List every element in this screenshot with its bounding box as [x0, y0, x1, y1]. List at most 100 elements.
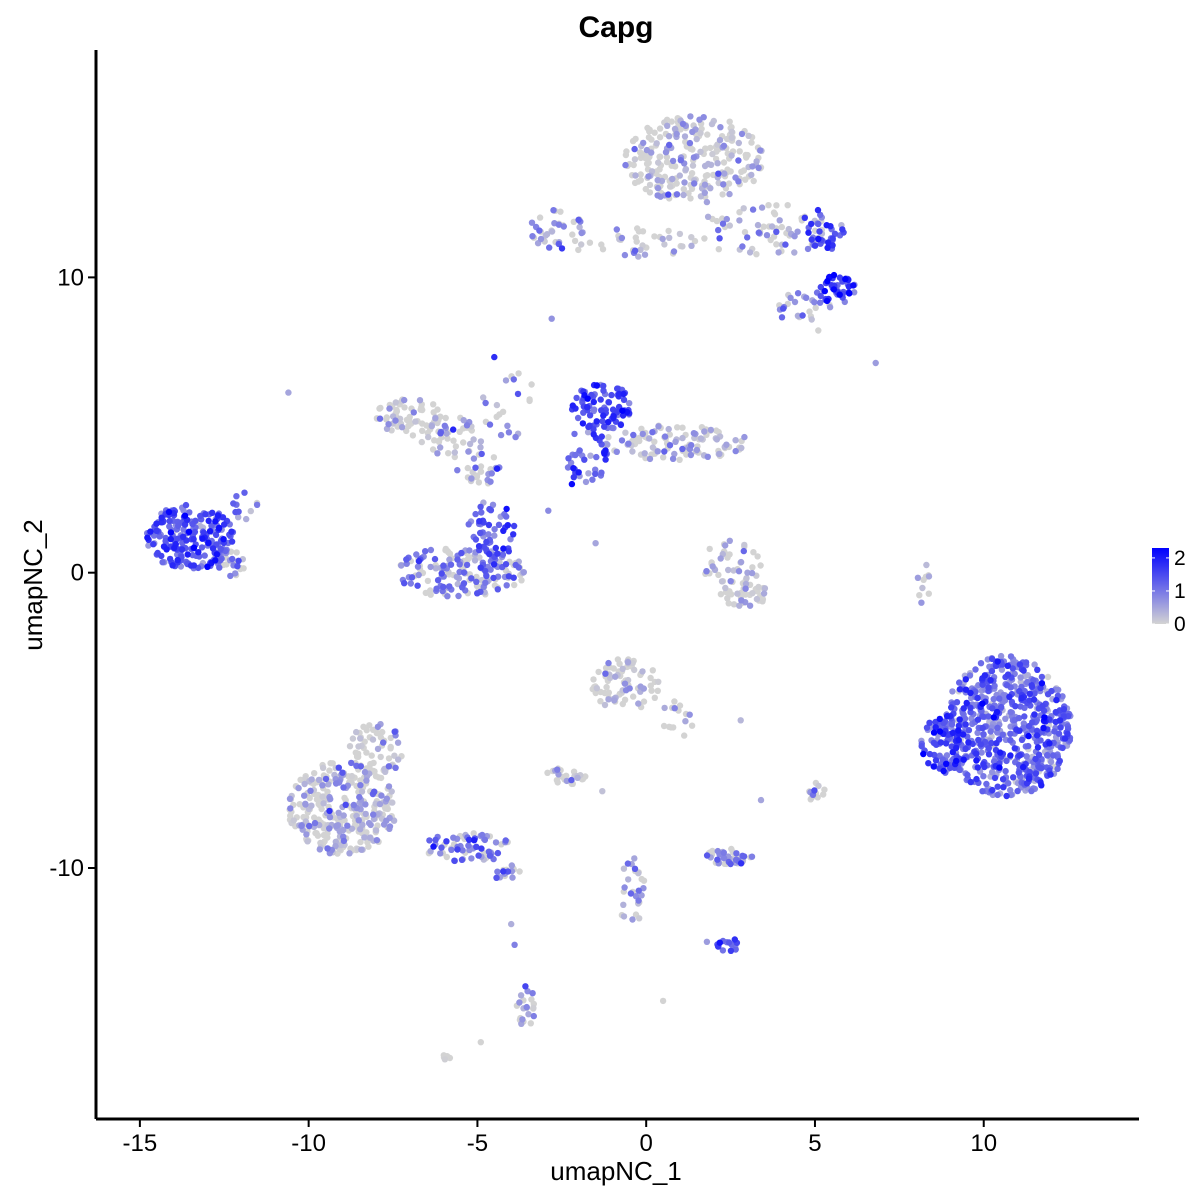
data-point — [326, 814, 334, 821]
data-point — [845, 289, 853, 297]
data-point — [478, 509, 485, 516]
data-point — [480, 394, 487, 401]
data-point — [451, 449, 458, 456]
data-point — [914, 574, 922, 581]
data-point — [403, 416, 411, 424]
data-point — [830, 271, 838, 279]
data-point — [308, 802, 315, 809]
data-point — [748, 569, 756, 577]
data-point — [791, 249, 798, 256]
data-point — [324, 845, 331, 852]
data-point — [720, 159, 728, 166]
data-point — [478, 845, 485, 852]
data-point — [190, 544, 198, 551]
data-point — [679, 120, 687, 128]
data-point — [357, 763, 364, 770]
data-point — [962, 721, 969, 728]
data-point — [773, 241, 780, 248]
data-point — [735, 157, 742, 164]
data-point — [663, 158, 671, 166]
data-point — [253, 501, 261, 508]
data-point — [753, 595, 761, 603]
data-point — [655, 423, 662, 430]
data-point — [1007, 786, 1014, 794]
data-point — [398, 562, 405, 569]
data-point — [1005, 780, 1012, 787]
data-point — [392, 764, 399, 771]
data-point — [401, 404, 408, 411]
data-point — [349, 735, 357, 742]
data-point — [367, 760, 374, 768]
x-axis-title: umapNC_1 — [550, 1156, 682, 1186]
data-point — [635, 253, 642, 260]
data-point — [815, 327, 822, 334]
data-point — [247, 507, 254, 515]
data-point — [510, 574, 517, 581]
data-point — [480, 543, 487, 550]
data-point — [638, 892, 645, 899]
data-point — [930, 763, 937, 770]
data-point — [475, 479, 483, 486]
data-point — [743, 575, 750, 582]
data-point — [660, 454, 667, 461]
data-point — [749, 163, 756, 170]
data-point — [815, 235, 822, 243]
data-point — [466, 440, 474, 448]
data-point — [202, 511, 209, 518]
data-point — [401, 396, 408, 404]
data-point — [989, 769, 996, 776]
data-point — [422, 548, 429, 555]
data-point — [526, 396, 533, 403]
data-point — [465, 448, 472, 455]
data-point — [964, 771, 971, 779]
data-point — [536, 214, 544, 221]
data-point — [326, 767, 333, 774]
data-point — [824, 244, 831, 251]
data-point — [435, 438, 443, 445]
data-point — [963, 699, 970, 707]
data-point — [443, 838, 450, 845]
data-point — [575, 216, 582, 223]
data-point — [503, 582, 510, 589]
data-point — [620, 913, 628, 920]
data-point — [570, 465, 577, 472]
data-point — [219, 514, 227, 521]
data-point — [824, 278, 831, 285]
y-axis-title: umapNC_2 — [18, 519, 48, 651]
data-point — [212, 518, 219, 525]
data-point — [503, 505, 510, 513]
data-point — [159, 559, 166, 566]
data-point — [990, 714, 997, 721]
data-point — [582, 478, 590, 486]
data-point — [460, 439, 467, 446]
data-point — [301, 780, 308, 788]
data-point — [706, 545, 713, 553]
data-point — [610, 413, 617, 420]
data-point — [638, 875, 645, 883]
legend-tick-label: 2 — [1174, 547, 1186, 570]
data-point — [693, 446, 701, 454]
data-point — [727, 168, 734, 175]
data-point — [510, 376, 517, 383]
data-point — [369, 726, 377, 733]
data-point — [690, 430, 698, 437]
data-point — [739, 243, 746, 250]
data-point — [1037, 737, 1044, 744]
data-point — [413, 551, 420, 558]
data-point — [814, 206, 822, 214]
data-point — [631, 179, 639, 187]
data-point — [366, 834, 374, 841]
data-point — [162, 537, 169, 545]
data-point — [943, 760, 950, 767]
data-point — [775, 249, 782, 256]
y-axis-ticks: -10 0 10 — [49, 264, 96, 882]
data-point — [195, 549, 202, 556]
data-point — [673, 180, 680, 187]
data-point — [472, 510, 479, 518]
data-point — [979, 681, 986, 688]
data-point — [1012, 703, 1019, 710]
data-point — [555, 240, 562, 248]
data-point — [631, 865, 639, 872]
data-point — [430, 401, 437, 408]
data-point — [536, 227, 543, 234]
